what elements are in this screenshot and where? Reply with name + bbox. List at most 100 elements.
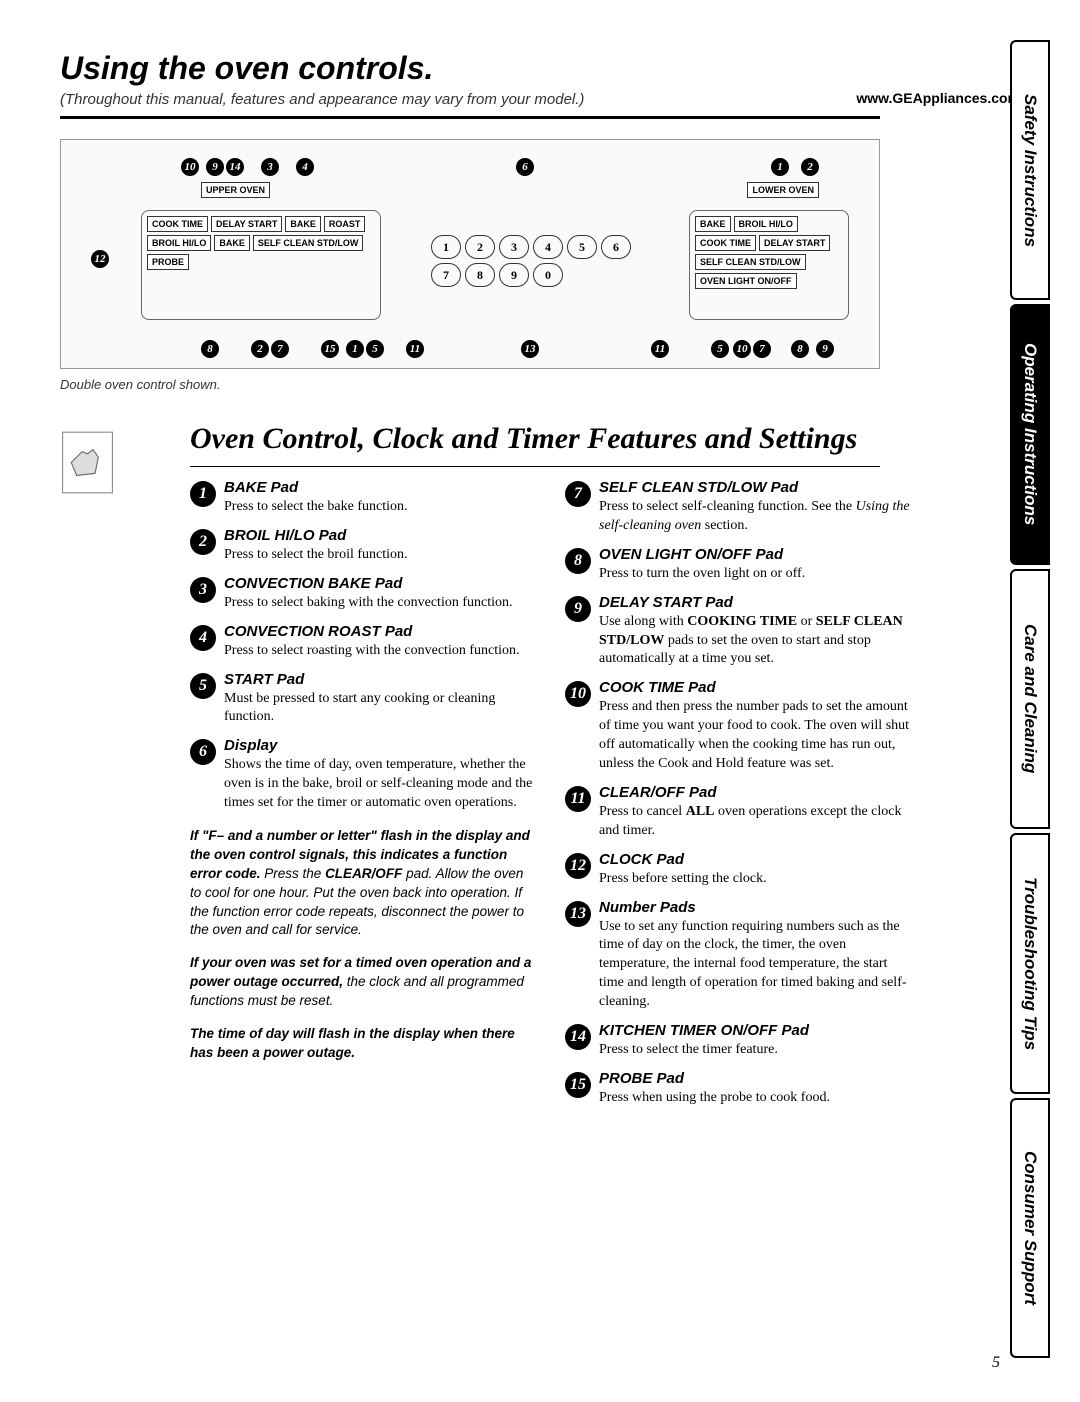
item-title: CONVECTION BAKE Pad [224,575,535,592]
pad-button: DELAY START [211,216,282,232]
pad-button: BROIL HI/LO [147,235,211,251]
sidebar-tab[interactable]: Safety Instructions [1010,40,1050,300]
item-number-badge: 8 [565,548,591,574]
section-title: Oven Control, Clock and Timer Features a… [190,422,1020,456]
item-title: KITCHEN TIMER ON/OFF Pad [599,1022,910,1039]
feature-item: 7 SELF CLEAN STD/LOW Pad Press to select… [565,479,910,536]
item-number-badge: 11 [565,786,591,812]
feature-item: 11 CLEAR/OFF Pad Press to cancel ALL ove… [565,784,910,841]
item-description: Press to cancel ALL oven operations exce… [599,803,910,841]
item-description: Press before setting the clock. [599,870,910,889]
callout-badge: 11 [651,340,669,358]
item-description: Press to turn the oven light on or off. [599,565,910,584]
callout-badge: 2 [251,340,269,358]
feature-item: 13 Number Pads Use to set any function r… [565,899,910,1012]
callout-badge: 7 [753,340,771,358]
page-title: Using the oven controls. [60,50,1020,87]
item-number-badge: 5 [190,673,216,699]
item-description: Press to select the broil function. [224,546,535,565]
number-pad: 5 [567,235,597,259]
item-title: DELAY START Pad [599,594,910,611]
item-title: COOK TIME Pad [599,679,910,696]
features-content: 1 BAKE Pad Press to select the bake func… [60,479,1020,1118]
warning-note: The time of day will flash in the displa… [190,1025,535,1063]
item-description: Press when using the probe to cook food. [599,1089,910,1108]
pointing-hand-icon [60,430,115,495]
page-number: 5 [992,1354,1000,1372]
pad-button: SELF CLEAN STD/LOW [695,254,806,270]
item-title: OVEN LIGHT ON/OFF Pad [599,546,910,563]
number-pad: 1 [431,235,461,259]
item-description: Press to select roasting with the convec… [224,642,535,661]
callout-badge: 15 [321,340,339,358]
callout-badge: 7 [271,340,289,358]
sidebar-tab[interactable]: Troubleshooting Tips [1010,833,1050,1093]
pad-button: COOK TIME [695,235,756,251]
item-description: Shows the time of day, oven temperature,… [224,756,535,813]
item-number-badge: 15 [565,1072,591,1098]
callout-badge: 10 [181,158,199,176]
sidebar-tab[interactable]: Care and Cleaning [1010,569,1050,829]
number-pad: 0 [533,263,563,287]
feature-item: 9 DELAY START Pad Use along with COOKING… [565,594,910,670]
item-number-badge: 7 [565,481,591,507]
diagram-caption: Double oven control shown. [60,377,1020,392]
item-number-badge: 12 [565,853,591,879]
feature-item: 4 CONVECTION ROAST Pad Press to select r… [190,623,535,661]
item-number-badge: 1 [190,481,216,507]
item-number-badge: 2 [190,529,216,555]
callout-badge: 13 [521,340,539,358]
pad-button: PROBE [147,254,189,270]
callout-badge: 2 [801,158,819,176]
number-pad: 6 [601,235,631,259]
upper-oven-label: UPPER OVEN [201,182,270,198]
callout-badge: 1 [771,158,789,176]
feature-item: 12 CLOCK Pad Press before setting the cl… [565,851,910,889]
item-description: Must be pressed to start any cooking or … [224,690,535,728]
callout-badge: 9 [206,158,224,176]
divider [190,466,880,467]
sidebar-tab[interactable]: Consumer Support [1010,1098,1050,1358]
lower-oven-label: LOWER OVEN [747,182,819,198]
number-pad: 8 [465,263,495,287]
item-number-badge: 4 [190,625,216,651]
callout-badge: 8 [201,340,219,358]
callout-badge: 11 [406,340,424,358]
left-column: 1 BAKE Pad Press to select the bake func… [190,479,535,1118]
number-pad: 9 [499,263,529,287]
number-pad: 3 [499,235,529,259]
divider [60,116,880,119]
item-description: Press to select the timer feature. [599,1041,910,1060]
control-panel-diagram: UPPER OVEN LOWER OVEN 10 9 14 3 4 6 1 2 … [60,139,880,369]
item-number-badge: 13 [565,901,591,927]
callout-badge: 1 [346,340,364,358]
warning-note: If your oven was set for a timed oven op… [190,954,535,1011]
item-title: CONVECTION ROAST Pad [224,623,535,640]
item-title: CLOCK Pad [599,851,910,868]
item-number-badge: 3 [190,577,216,603]
callout-badge: 8 [791,340,809,358]
item-description: Press to select baking with the convecti… [224,594,535,613]
feature-item: 3 CONVECTION BAKE Pad Press to select ba… [190,575,535,613]
pad-button: SELF CLEAN STD/LOW [253,235,364,251]
callout-badge: 3 [261,158,279,176]
callout-badge: 14 [226,158,244,176]
item-description: Press and then press the number pads to … [599,698,910,774]
item-description: Use along with COOKING TIME or SELF CLEA… [599,613,910,670]
feature-item: 6 Display Shows the time of day, oven te… [190,737,535,813]
feature-item: 8 OVEN LIGHT ON/OFF Pad Press to turn th… [565,546,910,584]
feature-item: 14 KITCHEN TIMER ON/OFF Pad Press to sel… [565,1022,910,1060]
pad-button: OVEN LIGHT ON/OFF [695,273,797,289]
number-pad: 4 [533,235,563,259]
feature-item: 1 BAKE Pad Press to select the bake func… [190,479,535,517]
website-url: www.GEAppliances.com [856,90,1020,106]
item-number-badge: 9 [565,596,591,622]
callout-badge: 12 [91,250,109,268]
right-column: 7 SELF CLEAN STD/LOW Pad Press to select… [565,479,910,1118]
sidebar-tabs: Safety InstructionsOperating Instruction… [1010,40,1050,1362]
callout-badge: 4 [296,158,314,176]
callout-badge: 10 [733,340,751,358]
sidebar-tab[interactable]: Operating Instructions [1010,304,1050,564]
pad-button: DELAY START [759,235,830,251]
item-title: CLEAR/OFF Pad [599,784,910,801]
